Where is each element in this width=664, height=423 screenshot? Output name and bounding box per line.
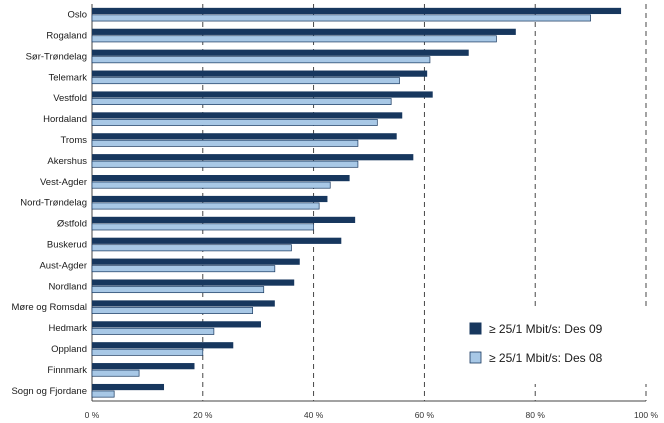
bar-des09: [92, 363, 195, 370]
bar-des08: [91, 77, 400, 85]
legend-label-des09: ≥ 25/1 Mbit/s: Des 09: [489, 322, 603, 336]
bar-des09: [92, 258, 300, 265]
bar-des08: [91, 160, 359, 168]
x-tick-label: 60 %: [415, 410, 435, 420]
bar-des08: [91, 223, 314, 231]
category-label: Troms: [60, 135, 87, 146]
category-label: Buskerud: [47, 239, 87, 250]
bar-des09: [92, 7, 622, 15]
bar-des08: [91, 244, 292, 252]
bar-des09: [92, 133, 397, 140]
x-tick-label: 80 %: [526, 410, 546, 420]
bar-des09: [92, 195, 328, 203]
category-label: Nordland: [48, 281, 87, 292]
bar-des09: [92, 216, 356, 223]
bar-des09: [92, 279, 295, 286]
category-label: Møre og Romsdal: [12, 302, 88, 313]
bar-des09: [92, 112, 403, 119]
category-label: Vest-Agder: [40, 177, 87, 188]
x-tick-label: 40 %: [304, 410, 324, 420]
legend: ≥ 25/1 Mbit/s: Des 09 ≥ 25/1 Mbit/s: Des…: [458, 310, 654, 384]
bar-des09: [92, 49, 469, 56]
bar-des08: [91, 202, 320, 210]
x-tick-label: 0 %: [85, 410, 100, 420]
bar-des08: [91, 369, 140, 377]
bar-des09: [92, 300, 275, 307]
bar-des08: [91, 390, 115, 398]
bar-des08: [91, 35, 497, 43]
bars: [91, 7, 622, 398]
bar-des09: [92, 175, 350, 182]
bar-des08: [91, 98, 392, 105]
category-label: Hedmark: [48, 323, 87, 334]
category-label: Østfold: [57, 219, 87, 230]
bar-des09: [92, 383, 165, 391]
category-label: Telemark: [48, 72, 87, 83]
legend-label-des08: ≥ 25/1 Mbit/s: Des 08: [489, 351, 603, 365]
bar-des08: [91, 139, 359, 147]
category-label: Finnmark: [47, 365, 87, 376]
category-label: Oppland: [51, 344, 87, 355]
bar-des09: [92, 321, 261, 328]
bar-des09: [92, 91, 433, 98]
x-tick-labels: 0 % 20 % 40 % 60 % 80 % 100 %: [85, 410, 659, 420]
bar-des09: [92, 70, 428, 77]
category-labels: Oslo Rogaland Sør-Trøndelag Telemark Vestfol…: [11, 10, 87, 397]
bar-des08: [91, 56, 431, 64]
bar-des09: [92, 342, 234, 349]
bar-des08: [91, 181, 331, 189]
category-label: Sør-Trøndelag: [26, 51, 87, 62]
bar-des09: [92, 154, 414, 161]
category-label: Nord-Trøndelag: [20, 198, 87, 209]
x-tick-label: 20 %: [193, 410, 213, 420]
bar-des08: [91, 327, 215, 335]
category-label: Rogaland: [46, 31, 87, 42]
bar-des08: [91, 265, 276, 273]
category-label: Hordaland: [43, 114, 87, 125]
category-label: Oslo: [67, 10, 87, 21]
bar-des08: [91, 307, 254, 314]
category-label: Aust-Agder: [39, 260, 87, 271]
category-label: Akershus: [47, 156, 87, 167]
bar-des08: [91, 286, 265, 294]
bar-des09: [92, 237, 342, 244]
bar-des09: [92, 28, 516, 35]
x-tick-label: 100 %: [634, 410, 659, 420]
legend-swatch-des08: [469, 351, 482, 364]
bar-des08: [91, 348, 204, 356]
gridlines: [91, 4, 647, 402]
bar-des08: [91, 118, 378, 126]
category-label: Sogn og Fjordane: [11, 386, 87, 397]
legend-frame: [458, 310, 654, 384]
bar-des08: [91, 14, 591, 22]
category-label: Vestfold: [53, 93, 87, 104]
legend-swatch-des09: [469, 322, 482, 335]
